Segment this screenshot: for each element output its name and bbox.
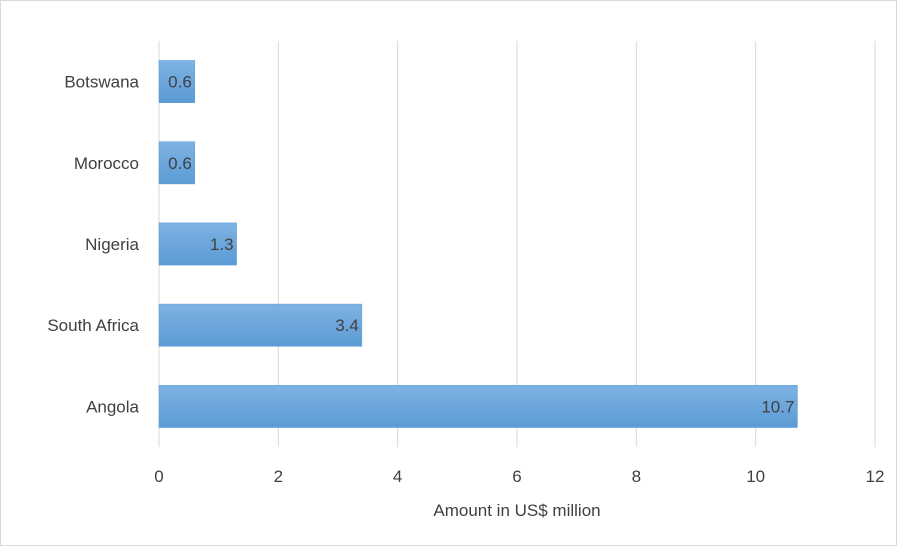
x-tick-label: 12 [866,467,885,486]
category-label: Morocco [74,154,139,173]
category-label: Nigeria [85,235,139,254]
category-label: Angola [86,397,139,416]
data-label: 3.4 [335,316,359,335]
x-tick-label: 8 [632,467,641,486]
bar-morocco [158,141,196,185]
data-label: 0.6 [168,73,192,92]
x-tick-label: 4 [393,467,402,486]
category-label: Botswana [64,73,139,92]
bars [158,60,798,428]
x-tick-label: 2 [274,467,283,486]
x-tick-label: 6 [512,467,521,486]
x-tick-label: 0 [154,467,163,486]
bar-nigeria [158,222,237,266]
x-tick-label: 10 [746,467,765,486]
data-label: 1.3 [210,235,234,254]
bar-south-africa [158,303,363,347]
x-tick-labels: 0 2 4 6 8 10 12 [154,467,884,486]
data-label: 10.7 [761,397,794,416]
bar-botswana [158,60,196,103]
x-axis-title: Amount in US$ million [433,501,600,520]
bar-angola [158,385,798,428]
category-label: South Africa [47,316,139,335]
data-labels: 0.6 0.6 1.3 3.4 10.7 [168,73,794,417]
category-labels: Botswana Morocco Nigeria South Africa Angola [47,73,139,417]
gridlines [158,41,876,447]
data-label: 0.6 [168,154,192,173]
